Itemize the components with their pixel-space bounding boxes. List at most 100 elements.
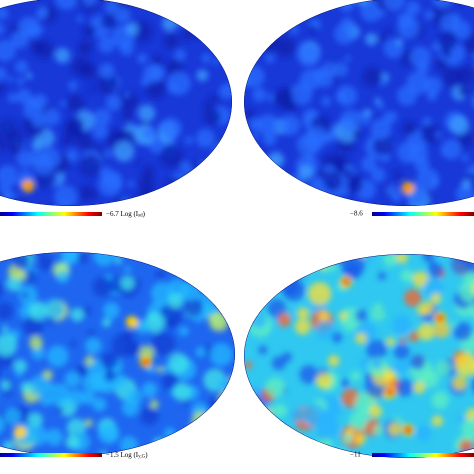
texture bbox=[299, 365, 319, 384]
texture bbox=[60, 252, 81, 264]
texture bbox=[290, 432, 298, 441]
texture bbox=[35, 8, 48, 21]
texture bbox=[223, 300, 235, 321]
texture bbox=[151, 331, 176, 356]
texture bbox=[400, 269, 414, 283]
texture bbox=[211, 440, 232, 456]
texture bbox=[229, 375, 235, 383]
texture bbox=[128, 318, 136, 326]
texture bbox=[455, 65, 474, 85]
texture bbox=[308, 25, 317, 35]
texture bbox=[363, 108, 372, 117]
texture bbox=[371, 358, 383, 370]
texture bbox=[290, 407, 305, 423]
texture bbox=[292, 6, 304, 19]
texture bbox=[226, 385, 235, 400]
texture bbox=[316, 372, 333, 390]
texture bbox=[302, 403, 326, 427]
texture bbox=[101, 175, 110, 185]
texture bbox=[313, 192, 337, 206]
texture bbox=[320, 254, 339, 272]
texture bbox=[252, 263, 277, 288]
texture bbox=[423, 277, 444, 298]
texture bbox=[339, 109, 362, 132]
texture bbox=[423, 76, 442, 95]
texture bbox=[81, 0, 98, 7]
texture bbox=[0, 164, 19, 188]
texture bbox=[244, 413, 253, 424]
texture bbox=[416, 305, 428, 316]
texture bbox=[99, 63, 115, 79]
texture bbox=[350, 371, 361, 381]
texture bbox=[178, 252, 200, 270]
texture bbox=[438, 52, 445, 60]
texture bbox=[372, 135, 393, 156]
texture bbox=[440, 13, 460, 33]
texture bbox=[134, 159, 141, 166]
texture bbox=[307, 281, 332, 306]
texture bbox=[149, 65, 165, 81]
texture bbox=[100, 352, 118, 369]
texture bbox=[161, 15, 178, 32]
texture bbox=[195, 0, 218, 14]
texture bbox=[354, 433, 366, 445]
texture bbox=[212, 58, 220, 66]
texture bbox=[263, 6, 282, 25]
texture bbox=[461, 417, 474, 442]
texture bbox=[24, 182, 32, 190]
texture bbox=[144, 78, 167, 100]
texture bbox=[321, 61, 338, 78]
texture bbox=[205, 409, 222, 426]
texture bbox=[93, 252, 115, 267]
texture bbox=[167, 71, 191, 96]
texture bbox=[197, 171, 207, 182]
texture bbox=[257, 114, 279, 137]
texture bbox=[281, 352, 293, 363]
texture bbox=[244, 435, 256, 451]
texture bbox=[202, 273, 221, 293]
texture bbox=[143, 127, 155, 139]
texture bbox=[0, 140, 7, 153]
texture bbox=[431, 391, 449, 409]
colorbar-label: −11 bbox=[350, 451, 361, 459]
texture bbox=[126, 389, 143, 406]
texture bbox=[178, 326, 189, 337]
texture bbox=[408, 144, 429, 164]
texture bbox=[430, 293, 442, 304]
texture bbox=[279, 115, 301, 136]
texture bbox=[267, 298, 287, 318]
texture bbox=[101, 14, 117, 30]
texture bbox=[56, 406, 64, 414]
texture bbox=[22, 315, 44, 337]
texture bbox=[54, 185, 78, 206]
texture bbox=[383, 0, 406, 11]
texture bbox=[163, 33, 180, 50]
texture bbox=[217, 430, 235, 455]
texture bbox=[28, 301, 48, 321]
texture bbox=[323, 171, 343, 191]
texture bbox=[79, 155, 101, 177]
colorbar-label: −6.7 Log (Isd) bbox=[106, 210, 146, 219]
texture bbox=[386, 388, 394, 396]
texture bbox=[15, 60, 29, 74]
texture bbox=[244, 416, 254, 434]
texture bbox=[315, 437, 333, 455]
texture bbox=[405, 0, 421, 16]
texture bbox=[334, 23, 356, 45]
texture bbox=[114, 6, 131, 23]
texture bbox=[279, 254, 303, 268]
texture bbox=[137, 53, 148, 64]
texture bbox=[428, 262, 444, 278]
texture bbox=[0, 0, 3, 6]
texture bbox=[80, 62, 98, 80]
texture bbox=[64, 371, 81, 388]
texture bbox=[54, 47, 71, 64]
texture bbox=[321, 96, 332, 107]
texture bbox=[1, 325, 9, 333]
texture bbox=[201, 53, 212, 64]
texture bbox=[370, 167, 386, 183]
texture bbox=[207, 396, 225, 414]
texture bbox=[244, 65, 265, 88]
texture bbox=[183, 297, 203, 317]
